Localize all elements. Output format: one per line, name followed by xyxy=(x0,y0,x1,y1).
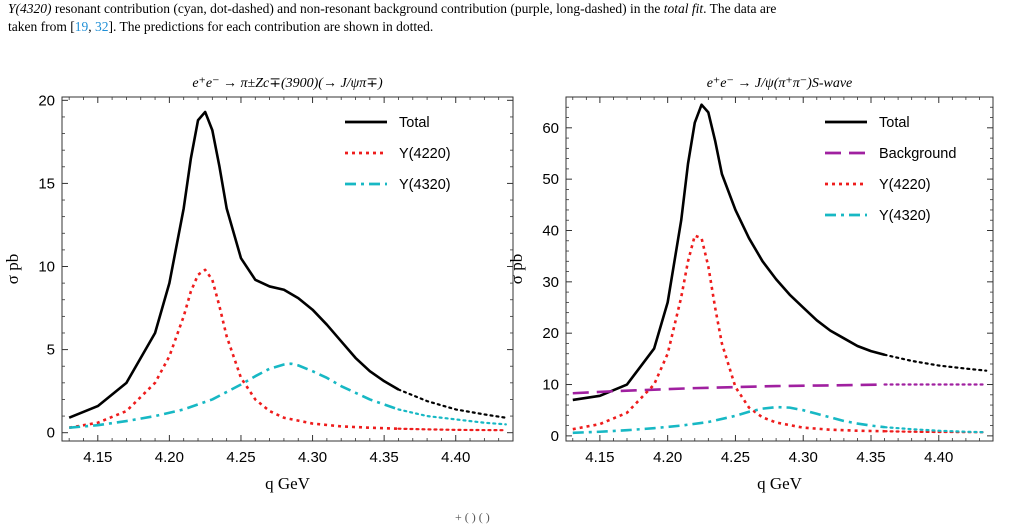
x-tick-label: 4.40 xyxy=(924,449,953,466)
series-line-y-4320- xyxy=(572,405,885,435)
series-line-background xyxy=(572,383,885,395)
y-tick-label: 0 xyxy=(47,425,55,442)
next-caption-fragment: + ( ) ( ) xyxy=(455,510,490,524)
series-line-y-4220- xyxy=(68,268,399,430)
series-line-y-4220- xyxy=(572,234,885,433)
series-prediction-y-4220- xyxy=(397,427,507,432)
citation-link[interactable]: 32 xyxy=(94,19,109,34)
caption-text-2: taken from [ xyxy=(8,19,75,34)
caption-line-2: taken from [19, 32]. The predictions for… xyxy=(8,18,1020,36)
x-tick-label: 4.15 xyxy=(83,449,112,466)
chart-title: e⁺e⁻ → π±Zc∓(3900)(→ J/ψπ∓) xyxy=(192,76,383,91)
y-axis-label: σ pb xyxy=(507,254,526,284)
citation-link[interactable]: 19 xyxy=(74,19,89,34)
caption-text-2-end: ]. The predictions for each contribution… xyxy=(108,19,434,34)
series-line-total xyxy=(572,103,885,402)
caption-sep: , xyxy=(88,19,95,34)
x-tick-label: 4.30 xyxy=(298,449,327,466)
series-line-total xyxy=(68,110,400,419)
y-tick-label: 40 xyxy=(542,222,559,239)
y-tick-label: 0 xyxy=(551,428,559,445)
x-axis-label: q GeV xyxy=(265,474,311,493)
x-tick-label: 4.15 xyxy=(585,449,614,466)
y-tick-label: 60 xyxy=(542,120,559,137)
caption-total-fit: total fit xyxy=(663,1,704,16)
x-tick-label: 4.35 xyxy=(370,449,399,466)
legend-label: Y(4320) xyxy=(879,208,931,224)
y-tick-label: 30 xyxy=(542,274,559,291)
series-prediction-total xyxy=(397,388,507,419)
caption-text-1-end: . The data are xyxy=(703,1,777,16)
legend-label: Y(4320) xyxy=(399,177,451,193)
series-line-y-4320- xyxy=(69,362,399,430)
legend-label: Total xyxy=(879,115,910,131)
plot-area xyxy=(68,110,507,432)
x-tick-label: 4.25 xyxy=(226,449,255,466)
x-axis-label: q GeV xyxy=(757,474,803,493)
legend-label: Y(4220) xyxy=(399,146,451,162)
caption-y4320: Y(4320) xyxy=(8,1,52,16)
x-tick-label: 4.20 xyxy=(155,449,184,466)
caption-line-1: Y(4320) resonant contribution (cyan, dot… xyxy=(8,0,1020,18)
chart-title: e⁺e⁻ → J/ψ(π⁺π⁻)S-wave xyxy=(707,76,853,91)
y-tick-label: 15 xyxy=(38,175,55,192)
legend-label: Y(4220) xyxy=(879,177,931,193)
plot-area xyxy=(572,103,988,435)
series-prediction-y-4320- xyxy=(883,426,988,434)
chart-panel: 4.15 4.20 4.25 4.30 4.35 4.40 0 5 10 15 20 e⁺e⁻ → π… xyxy=(3,76,514,493)
y-tick-label: 5 xyxy=(47,342,55,359)
series-prediction-total xyxy=(883,353,988,372)
plot-frame xyxy=(565,96,994,442)
y-tick-label: 10 xyxy=(38,259,55,276)
y-axis-label: σ pb xyxy=(3,254,22,284)
x-tick-label: 4.30 xyxy=(789,449,818,466)
x-tick-label: 4.35 xyxy=(856,449,885,466)
caption-text-1: resonant contribution (cyan, dot-dashed)… xyxy=(51,1,664,16)
x-tick-label: 4.40 xyxy=(441,449,470,466)
legend-label: Background xyxy=(879,146,956,162)
chart-panel: 4.15 4.20 4.25 4.30 4.35 4.40 0 10 20 30 40 50 60 e⁺e… xyxy=(507,76,994,493)
y-tick-label: 50 xyxy=(542,171,559,188)
x-tick-label: 4.20 xyxy=(653,449,682,466)
figure-caption: Y(4320) resonant contribution (cyan, dot… xyxy=(8,0,1020,36)
y-tick-label: 20 xyxy=(542,325,559,342)
x-tick-label: 4.25 xyxy=(721,449,750,466)
legend-label: Total xyxy=(399,115,430,131)
plot-frame xyxy=(61,96,514,442)
y-tick-label: 20 xyxy=(38,92,55,109)
y-tick-label: 10 xyxy=(542,377,559,394)
series-prediction-y-4320- xyxy=(397,408,507,426)
